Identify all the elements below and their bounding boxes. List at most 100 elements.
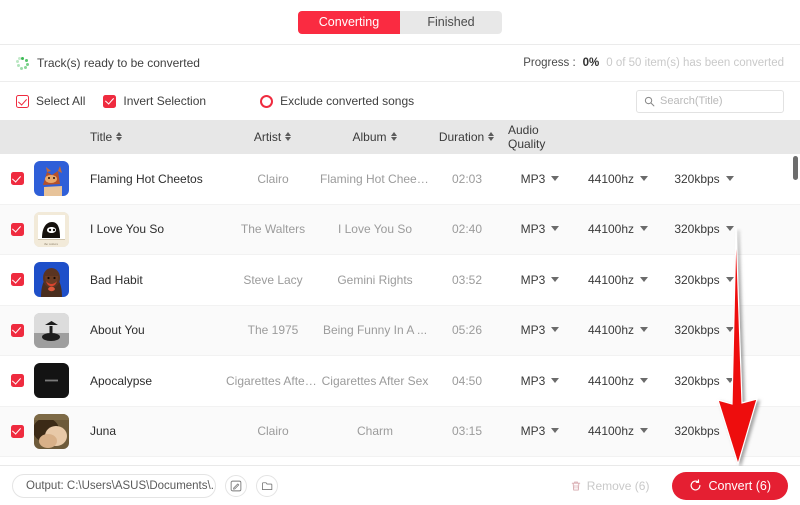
- sort-icon[interactable]: [488, 131, 495, 142]
- row-bitrate-cell[interactable]: 320kbps: [660, 273, 748, 287]
- invert-selection-button[interactable]: Invert Selection: [103, 94, 206, 108]
- search-box[interactable]: [636, 89, 784, 113]
- row-checkbox-cell[interactable]: [0, 323, 34, 337]
- tab-finished[interactable]: Finished: [400, 10, 502, 34]
- row-samplerate-cell[interactable]: 44100hz: [576, 374, 660, 388]
- sort-icon[interactable]: [116, 131, 123, 142]
- chevron-down-icon[interactable]: [725, 175, 734, 181]
- exclude-converted-toggle[interactable]: Exclude converted songs: [260, 94, 414, 108]
- row-samplerate: 44100hz: [587, 171, 635, 186]
- chevron-down-icon[interactable]: [551, 327, 560, 333]
- edit-output-button[interactable]: [225, 474, 247, 497]
- header-title[interactable]: Title: [90, 130, 226, 144]
- status-strip: Track(s) ready to be converted Progress …: [0, 45, 800, 82]
- chevron-down-icon[interactable]: [551, 175, 560, 181]
- table-row[interactable]: Apocalypse Cigarettes After ... Cigarett…: [0, 356, 800, 407]
- album-art-cell: the walters: [34, 211, 90, 247]
- row-samplerate: 44100hz: [587, 424, 635, 439]
- chevron-down-icon[interactable]: [725, 428, 734, 434]
- album-art-cell: [34, 312, 90, 348]
- row-format-cell[interactable]: MP3: [504, 323, 576, 337]
- row-format-cell[interactable]: MP3: [504, 172, 576, 186]
- vertical-scrollbar-thumb[interactable]: [793, 156, 798, 180]
- row-samplerate: 44100hz: [587, 272, 635, 287]
- row-samplerate-cell[interactable]: 44100hz: [576, 172, 660, 186]
- row-bitrate-cell[interactable]: 320kbps: [660, 374, 748, 388]
- progress-percent: 0%: [582, 57, 600, 69]
- svg-text:the walters: the walters: [44, 242, 59, 246]
- convert-button[interactable]: Convert (6): [672, 471, 788, 500]
- row-album: I Love You So: [337, 222, 413, 237]
- output-path-field[interactable]: Output: C:\Users\ASUS\Documents\...: [12, 473, 216, 498]
- row-duration: 04:50: [451, 373, 483, 388]
- chevron-down-icon[interactable]: [725, 327, 734, 333]
- row-samplerate-cell[interactable]: 44100hz: [576, 222, 660, 236]
- row-format-cell[interactable]: MP3: [504, 273, 576, 287]
- sort-icon[interactable]: [390, 131, 398, 142]
- chevron-down-icon[interactable]: [640, 327, 649, 333]
- open-folder-button[interactable]: [256, 474, 278, 497]
- sort-icon[interactable]: [285, 131, 292, 142]
- row-samplerate-cell[interactable]: 44100hz: [576, 273, 660, 287]
- chevron-down-icon[interactable]: [640, 428, 649, 434]
- chevron-down-icon[interactable]: [725, 276, 734, 282]
- row-artist: Clairo: [257, 171, 289, 186]
- chevron-down-icon[interactable]: [551, 428, 560, 434]
- row-artist: The Walters: [240, 222, 306, 237]
- chevron-down-icon[interactable]: [640, 377, 649, 383]
- row-samplerate: 44100hz: [587, 222, 635, 237]
- checkbox-filled-icon: [103, 94, 117, 108]
- chevron-down-icon[interactable]: [551, 226, 560, 232]
- row-checkbox-cell[interactable]: [0, 222, 34, 236]
- row-checkbox[interactable]: [10, 273, 24, 287]
- row-checkbox[interactable]: [10, 323, 24, 337]
- row-format: MP3: [520, 373, 546, 388]
- header-artist[interactable]: Artist: [226, 130, 320, 144]
- chevron-down-icon[interactable]: [640, 226, 649, 232]
- row-artist: The 1975: [247, 323, 299, 338]
- tab-converting[interactable]: Converting: [298, 10, 400, 34]
- row-checkbox[interactable]: [10, 424, 24, 438]
- trash-icon: [571, 481, 580, 490]
- chevron-down-icon[interactable]: [725, 377, 734, 383]
- row-artist: Steve Lacy: [243, 272, 303, 287]
- row-checkbox[interactable]: [10, 222, 24, 236]
- table-row[interactable]: About You The 1975 Being Funny In A ... …: [0, 305, 800, 356]
- row-checkbox[interactable]: [10, 374, 24, 388]
- row-format-cell[interactable]: MP3: [504, 374, 576, 388]
- chevron-down-icon[interactable]: [640, 175, 649, 181]
- remove-button[interactable]: Remove (6): [570, 479, 664, 493]
- table-row[interactable]: Juna Clairo Charm 03:15 MP3 44100hz 320k…: [0, 406, 800, 457]
- row-samplerate-cell[interactable]: 44100hz: [576, 424, 660, 438]
- row-format-cell[interactable]: MP3: [504, 222, 576, 236]
- exclude-converted-label: Exclude converted songs: [280, 94, 415, 108]
- row-format-cell[interactable]: MP3: [504, 424, 576, 438]
- select-all-button[interactable]: Select All: [16, 94, 85, 108]
- header-duration[interactable]: Duration: [430, 130, 504, 144]
- row-checkbox-cell[interactable]: [0, 374, 34, 388]
- header-album[interactable]: Album: [320, 130, 430, 144]
- chevron-down-icon[interactable]: [640, 276, 649, 282]
- row-bitrate-cell[interactable]: 320kbps: [660, 323, 748, 337]
- tab-bar: Converting Finished: [0, 0, 800, 45]
- row-bitrate-cell[interactable]: 320kbps: [660, 172, 748, 186]
- album-art: [34, 312, 69, 348]
- album-art-cell: [34, 262, 90, 298]
- row-checkbox-cell[interactable]: [0, 273, 34, 287]
- table-row[interactable]: the walters I Love You So The Walters I …: [0, 204, 800, 255]
- row-samplerate-cell[interactable]: 44100hz: [576, 323, 660, 337]
- row-checkbox-cell[interactable]: [0, 424, 34, 438]
- chevron-down-icon[interactable]: [551, 276, 560, 282]
- table-row[interactable]: Flaming Hot Cheetos Clairo Flaming Hot C…: [0, 154, 800, 205]
- table-row[interactable]: Bad Habit Steve Lacy Gemini Rights 03:52…: [0, 255, 800, 306]
- row-checkbox[interactable]: [10, 172, 24, 186]
- album-art: [34, 262, 69, 298]
- row-bitrate-cell[interactable]: 320kbps: [660, 424, 748, 438]
- search-input[interactable]: [660, 95, 776, 107]
- row-checkbox-cell[interactable]: [0, 172, 34, 186]
- chevron-down-icon[interactable]: [551, 377, 560, 383]
- chevron-down-icon[interactable]: [725, 226, 734, 232]
- row-bitrate: 320kbps: [674, 171, 720, 186]
- row-bitrate-cell[interactable]: 320kbps: [660, 222, 748, 236]
